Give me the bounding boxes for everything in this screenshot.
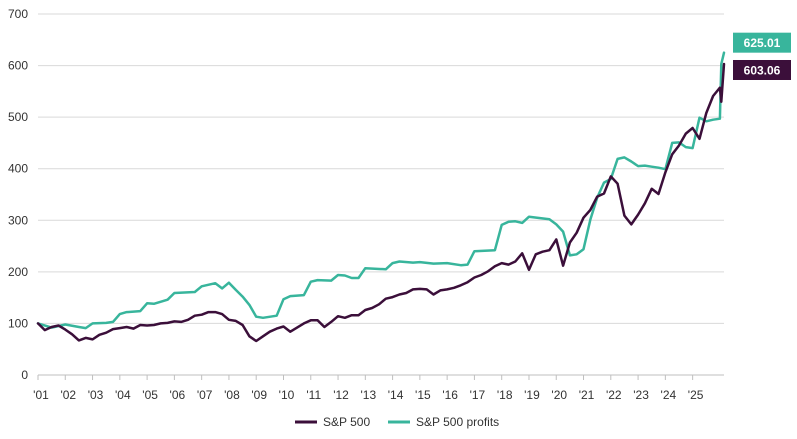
x-tick-label: '09 — [251, 388, 267, 402]
y-tick-label: 0 — [21, 368, 28, 382]
series-line-sp500 — [36, 62, 726, 343]
x-tick-label: '19 — [524, 388, 540, 402]
x-tick-label: '25 — [688, 388, 704, 402]
y-tick-label: 300 — [8, 213, 28, 227]
x-axis-ticks: '01 '02 '03 '04 '05 '06 '07 '08 '09 '10 '11 '12 '13 '… — [33, 375, 704, 402]
y-tick-label: 700 — [8, 7, 28, 21]
x-tick-label: '24 — [661, 388, 677, 402]
x-tick-label: '11 — [306, 388, 321, 402]
x-tick-label: '18 — [497, 388, 513, 402]
end-label-sp500-profits: 625.01 — [733, 32, 791, 53]
end-label-box — [733, 32, 791, 53]
x-tick-label: '12 — [333, 388, 349, 402]
legend-item-sp500: S&P 500 — [295, 415, 370, 429]
x-tick-label: '06 — [170, 388, 186, 402]
end-label-box — [733, 59, 791, 80]
y-tick-label: 400 — [8, 162, 28, 176]
x-tick-label: '23 — [633, 388, 649, 402]
x-tick-label: '16 — [442, 388, 458, 402]
end-label-value: 625.01 — [744, 36, 781, 50]
x-tick-label: '08 — [224, 388, 240, 402]
x-tick-label: '04 — [115, 388, 131, 402]
end-label-sp500: 603.06 — [733, 59, 791, 80]
x-tick-label: '17 — [470, 388, 486, 402]
y-tick-label: 200 — [8, 265, 28, 279]
y-tick-label: 500 — [8, 110, 28, 124]
end-labels: 603.06 625.01 — [733, 32, 791, 80]
x-tick-label: '07 — [197, 388, 213, 402]
series-lines — [36, 51, 726, 343]
legend-label: S&P 500 profits — [416, 415, 499, 429]
y-tick-label: 100 — [8, 316, 28, 330]
end-label-value: 603.06 — [744, 63, 781, 77]
legend-label: S&P 500 — [323, 415, 370, 429]
gridlines — [38, 13, 724, 324]
x-tick-label: '20 — [551, 388, 567, 402]
series-line-sp500-profits — [36, 51, 726, 330]
x-tick-label: '14 — [388, 388, 404, 402]
x-tick-label: '10 — [279, 388, 295, 402]
x-tick-label: '22 — [606, 388, 622, 402]
x-tick-label: '13 — [360, 388, 376, 402]
x-tick-label: '03 — [88, 388, 104, 402]
x-tick-label: '05 — [142, 388, 158, 402]
x-tick-label: '02 — [60, 388, 76, 402]
y-axis-ticks: 0 100 200 300 400 500 600 700 — [8, 7, 28, 382]
x-tick-label: '21 — [579, 388, 595, 402]
x-tick-label: '15 — [415, 388, 431, 402]
legend-item-sp500-profits: S&P 500 profits — [388, 415, 499, 429]
legend: S&P 500 S&P 500 profits — [295, 415, 499, 429]
y-tick-label: 600 — [8, 59, 28, 73]
x-tick-label: '01 — [33, 388, 49, 402]
